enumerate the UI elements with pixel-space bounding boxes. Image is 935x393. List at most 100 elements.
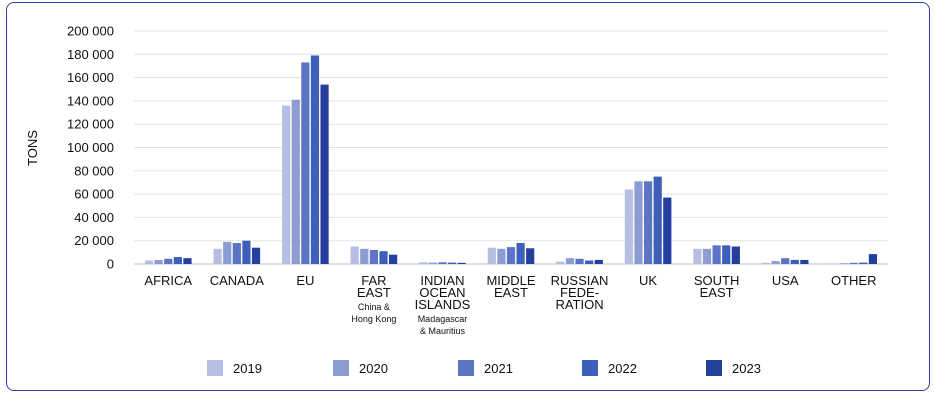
bar <box>653 176 662 264</box>
bar <box>419 262 428 264</box>
bar <box>790 259 799 264</box>
x-tick-label: RATION <box>555 297 603 312</box>
bar <box>497 248 506 264</box>
bar <box>761 262 771 264</box>
bar <box>457 262 466 264</box>
bar <box>242 240 251 264</box>
x-tick-label: USA <box>772 273 799 288</box>
bar <box>183 258 192 264</box>
bar <box>594 259 603 264</box>
y-tick-label: 60 000 <box>74 187 114 202</box>
bar <box>722 245 731 264</box>
y-tick-label: 40 000 <box>74 210 114 225</box>
y-axis-label: TONS <box>25 130 40 166</box>
bar <box>849 262 858 264</box>
bar <box>731 246 740 264</box>
x-tick-label: FEDE- <box>560 285 599 300</box>
legend-label: 2021 <box>484 361 513 376</box>
x-tick-label: ISLANDS <box>415 297 471 312</box>
bar <box>830 263 839 264</box>
bar <box>565 258 575 264</box>
x-tick-label: CANADA <box>210 273 265 288</box>
bar <box>369 250 379 264</box>
chart-frame <box>6 2 930 391</box>
legend-label: 2019 <box>233 361 262 376</box>
bar <box>350 246 359 264</box>
bar <box>144 260 154 264</box>
y-tick-label: 100 000 <box>67 140 114 155</box>
bar <box>556 261 565 264</box>
bar <box>624 189 633 264</box>
bar <box>320 84 329 264</box>
bar <box>282 105 291 264</box>
bar <box>585 260 594 264</box>
bar <box>251 247 261 264</box>
x-tick-label: INDIAN <box>420 273 464 288</box>
bar <box>693 248 702 264</box>
legend-label: 2022 <box>608 361 637 376</box>
bar <box>643 181 653 264</box>
bar <box>223 241 232 264</box>
x-tick-label: MIDDLE <box>486 273 535 288</box>
bar <box>840 263 849 264</box>
bar <box>800 259 809 264</box>
legend-swatch <box>333 360 349 376</box>
bar <box>360 248 369 264</box>
bar <box>379 251 388 264</box>
x-tick-note: China & <box>358 302 390 312</box>
bar <box>859 262 868 264</box>
bar <box>526 248 535 264</box>
bar <box>663 197 672 264</box>
y-tick-label: 0 <box>107 257 114 272</box>
bar <box>506 247 516 264</box>
x-tick-note: & Mauritius <box>420 326 466 336</box>
legend-swatch <box>458 360 474 376</box>
x-tick-label: AFRICA <box>144 273 192 288</box>
legend-swatch <box>582 360 598 376</box>
bar <box>213 248 222 264</box>
bar <box>702 248 712 264</box>
x-tick-label: EAST <box>494 285 528 300</box>
y-tick-label: 180 000 <box>67 47 114 62</box>
legend-label: 2020 <box>359 361 388 376</box>
bar <box>154 259 163 264</box>
x-tick-label: OCEAN <box>419 285 465 300</box>
bar <box>389 254 398 264</box>
x-tick-label: FAR <box>361 273 386 288</box>
legend-swatch <box>706 360 722 376</box>
bar <box>712 245 721 264</box>
bar <box>516 243 525 264</box>
bar <box>301 62 310 264</box>
x-tick-label: UK <box>639 273 657 288</box>
bar <box>771 261 780 264</box>
bar <box>868 254 878 264</box>
y-tick-label: 140 000 <box>67 93 114 108</box>
bar <box>310 55 320 265</box>
y-tick-label: 120 000 <box>67 117 114 132</box>
x-tick-label: OTHER <box>831 273 877 288</box>
bar <box>428 262 437 264</box>
bar <box>291 99 300 264</box>
x-tick-label: SOUTH <box>694 273 740 288</box>
y-tick-label: 200 000 <box>67 24 114 39</box>
y-tick-label: 80 000 <box>74 163 114 178</box>
bar <box>232 243 241 264</box>
y-tick-label: 20 000 <box>74 233 114 248</box>
bar <box>164 258 173 264</box>
legend-swatch <box>207 360 223 376</box>
bar <box>447 262 457 264</box>
x-tick-label: RUSSIAN <box>551 273 609 288</box>
x-tick-note: Madagascar <box>418 314 468 324</box>
y-tick-label: 160 000 <box>67 70 114 85</box>
bar <box>173 257 182 264</box>
legend-label: 2023 <box>732 361 761 376</box>
bar <box>487 247 496 264</box>
x-tick-note: Hong Kong <box>351 314 396 324</box>
bar <box>438 262 447 264</box>
x-tick-label: EAST <box>700 285 734 300</box>
bar <box>781 258 790 264</box>
bar <box>575 258 584 264</box>
x-tick-label: EAST <box>357 285 391 300</box>
x-tick-label: EU <box>296 273 314 288</box>
